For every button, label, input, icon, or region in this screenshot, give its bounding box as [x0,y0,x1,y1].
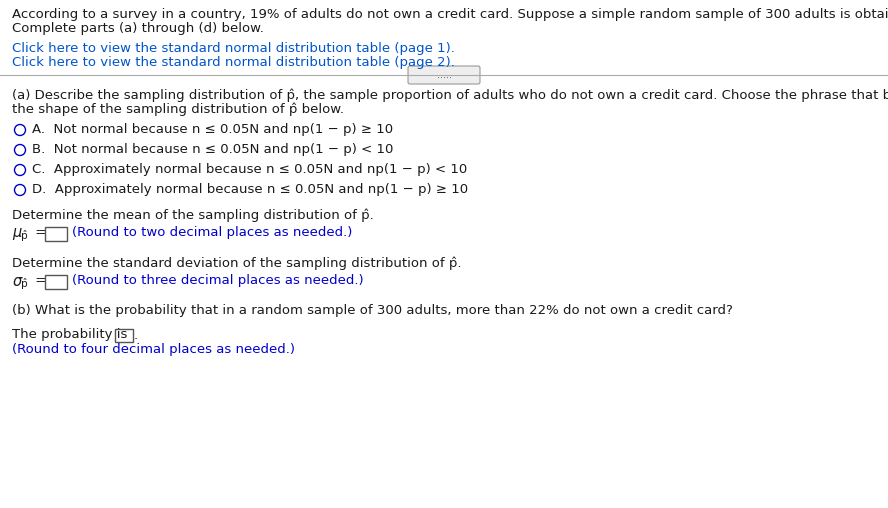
Text: .....: ..... [437,70,451,80]
Text: B.  Not normal because n ≤ 0.05N and np(1 − p) < 10: B. Not normal because n ≤ 0.05N and np(1… [32,143,393,156]
Text: the shape of the sampling distribution of p̂ below.: the shape of the sampling distribution o… [12,102,344,115]
Text: According to a survey in a country, 19% of adults do not own a credit card. Supp: According to a survey in a country, 19% … [12,8,888,21]
Text: .: . [134,329,139,342]
Text: Complete parts (a) through (d) below.: Complete parts (a) through (d) below. [12,22,264,35]
Text: (a) Describe the sampling distribution of p̂, the sample proportion of adults wh: (a) Describe the sampling distribution o… [12,88,888,102]
FancyBboxPatch shape [45,227,67,241]
Text: $\sigma$: $\sigma$ [12,274,24,289]
Text: A.  Not normal because n ≤ 0.05N and np(1 − p) ≥ 10: A. Not normal because n ≤ 0.05N and np(1… [32,123,393,137]
Text: (Round to three decimal places as needed.): (Round to three decimal places as needed… [72,274,363,287]
Text: =: = [31,226,46,239]
Text: (Round to two decimal places as needed.): (Round to two decimal places as needed.) [72,226,353,239]
Text: The probability is: The probability is [12,328,127,341]
FancyBboxPatch shape [115,329,133,342]
Text: =: = [31,274,46,287]
Text: Determine the standard deviation of the sampling distribution of p̂.: Determine the standard deviation of the … [12,256,462,270]
Text: p̂: p̂ [21,230,28,241]
Text: D.  Approximately normal because n ≤ 0.05N and np(1 − p) ≥ 10: D. Approximately normal because n ≤ 0.05… [32,183,468,197]
Text: Determine the mean of the sampling distribution of p̂.: Determine the mean of the sampling distr… [12,208,374,221]
Text: $\mu$: $\mu$ [12,226,23,242]
Text: (Round to four decimal places as needed.): (Round to four decimal places as needed.… [12,343,295,356]
FancyBboxPatch shape [45,275,67,289]
Text: Click here to view the standard normal distribution table (page 1).: Click here to view the standard normal d… [12,42,455,55]
Text: Click here to view the standard normal distribution table (page 2).: Click here to view the standard normal d… [12,56,455,69]
FancyBboxPatch shape [408,66,480,84]
Text: p̂: p̂ [21,278,28,289]
Text: C.  Approximately normal because n ≤ 0.05N and np(1 − p) < 10: C. Approximately normal because n ≤ 0.05… [32,164,467,176]
Text: (b) What is the probability that in a random sample of 300 adults, more than 22%: (b) What is the probability that in a ra… [12,304,733,317]
